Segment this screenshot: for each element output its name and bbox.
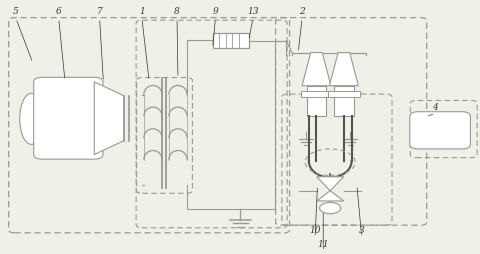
Polygon shape [301, 53, 330, 86]
Ellipse shape [20, 94, 43, 145]
Bar [327, 91, 359, 98]
Text: 8: 8 [174, 7, 180, 16]
Text: 3: 3 [358, 225, 364, 234]
Circle shape [319, 203, 340, 214]
Bar [300, 91, 332, 98]
Text: 4: 4 [432, 102, 437, 111]
Text: 11: 11 [317, 239, 328, 248]
Text: 2: 2 [299, 7, 304, 16]
FancyBboxPatch shape [409, 112, 469, 149]
Text: 9: 9 [212, 7, 218, 16]
Text: 6: 6 [56, 7, 61, 16]
Text: 10: 10 [309, 225, 320, 234]
Text: 7: 7 [96, 7, 102, 16]
Polygon shape [316, 191, 343, 201]
Bar [212, 34, 248, 49]
Bar [334, 86, 353, 117]
Polygon shape [316, 177, 343, 191]
FancyBboxPatch shape [34, 78, 103, 160]
Bar [306, 86, 325, 117]
Text: 1: 1 [139, 7, 144, 16]
Polygon shape [329, 53, 358, 86]
Polygon shape [94, 83, 124, 155]
Text: 13: 13 [247, 7, 258, 16]
Text: 5: 5 [13, 7, 19, 16]
